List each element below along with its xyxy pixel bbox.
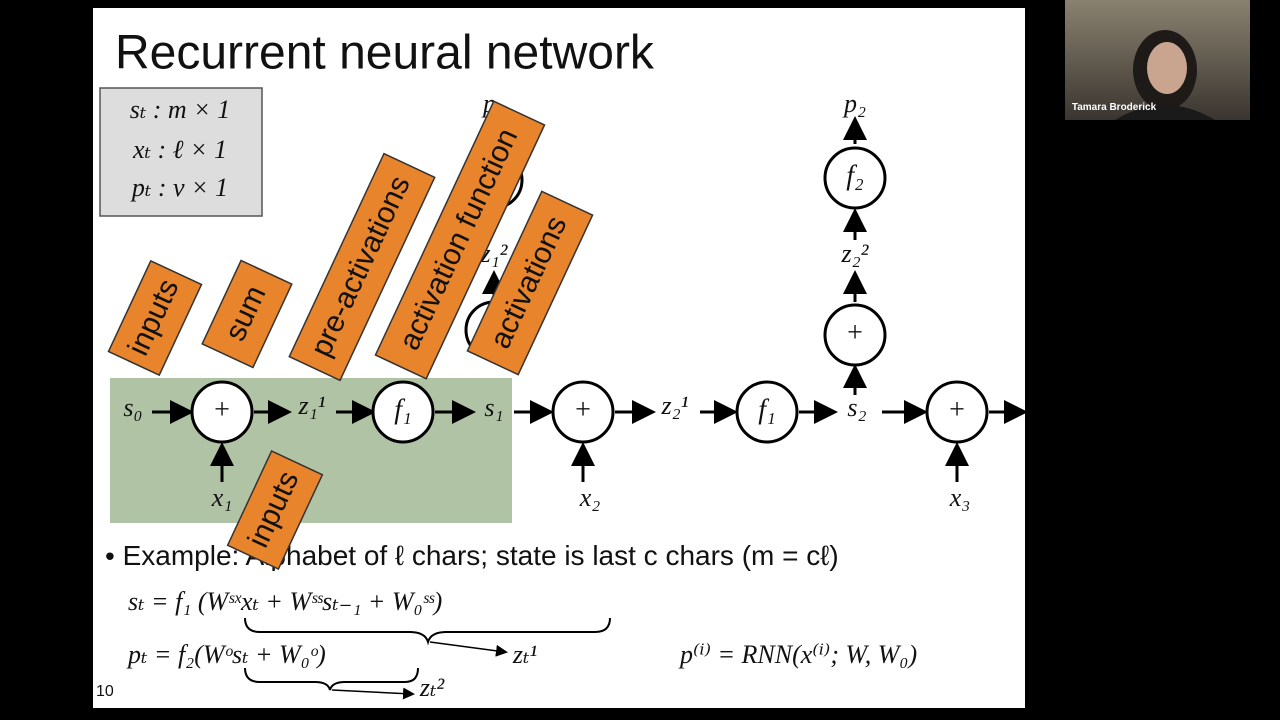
- sticky-note: sum: [201, 259, 293, 369]
- label: s₀: [123, 393, 142, 422]
- label: x₃: [949, 483, 971, 512]
- dims-box: [99, 87, 263, 217]
- node: [823, 146, 887, 210]
- operator: f₂: [846, 160, 864, 191]
- annotation: zₜ²: [419, 673, 446, 702]
- operator: f₁: [394, 394, 412, 425]
- node: [735, 380, 799, 444]
- node: [190, 380, 254, 444]
- braces: [244, 617, 611, 700]
- annotation: zₜ¹: [512, 640, 538, 669]
- participant-name: Tamara Broderick: [1072, 102, 1157, 113]
- arrows: [152, 116, 1028, 482]
- node: [925, 380, 989, 444]
- operator: +: [575, 394, 591, 425]
- equation: pₜ = f₂(Wᵒsₜ + W₀ᵒ): [126, 640, 326, 669]
- operator: f₁: [758, 394, 776, 425]
- label: p₂: [842, 89, 866, 118]
- node: [823, 303, 887, 367]
- dim: sₜ : m × 1: [130, 95, 231, 124]
- dim: pₜ : v × 1: [130, 173, 228, 202]
- label: x₂: [579, 483, 601, 512]
- equation: sₜ = f₁ (Wˢˣxₜ + Wˢˢsₜ₋₁ + W₀ˢˢ): [128, 587, 442, 616]
- equation: p⁽ⁱ⁾ = RNN(x⁽ⁱ⁾; W, W₀): [678, 640, 917, 669]
- label: z₂¹: [661, 391, 689, 420]
- label: s₁: [484, 393, 503, 422]
- label: s₂: [847, 393, 866, 422]
- node: [551, 380, 615, 444]
- operator: +: [214, 394, 230, 425]
- label: z₁¹: [298, 391, 326, 420]
- operator: +: [847, 317, 863, 348]
- page-number: 10: [96, 683, 114, 700]
- dim: xₜ : ℓ × 1: [132, 135, 227, 164]
- bullet: • Example: Alphabet of ℓ chars; state is…: [105, 540, 839, 571]
- operator: +: [949, 394, 965, 425]
- label: x₁: [211, 483, 233, 512]
- webcam: Tamara Broderick: [1065, 0, 1250, 120]
- label: z₂²: [841, 239, 870, 268]
- node: [371, 380, 435, 444]
- slide-title: Recurrent neural network: [115, 27, 655, 80]
